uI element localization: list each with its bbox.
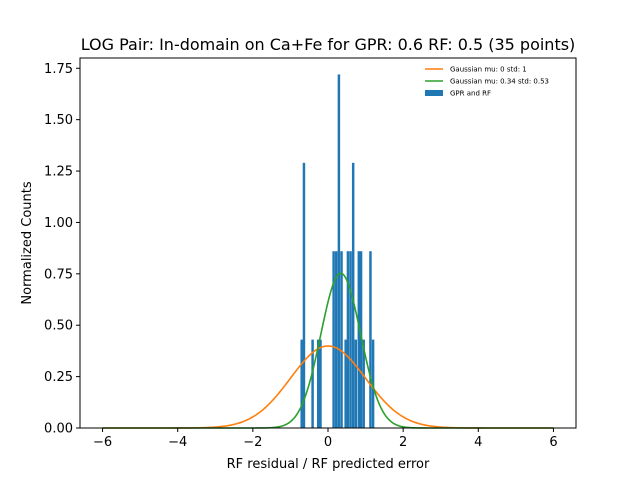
x-tick-label: 0 [324, 435, 332, 450]
histogram-bar [337, 74, 341, 428]
y-tick-label: 1.75 [44, 62, 73, 77]
plot-frame [79, 57, 577, 429]
histogram-bar [349, 251, 352, 428]
y-axis-ticks: 0.00 0.25 0.50 0.75 1.00 1.25 1.50 1.75 [44, 62, 80, 437]
x-tick-label: −6 [93, 435, 112, 450]
x-tick-label: 2 [399, 435, 407, 450]
gaussian-curve-1 [102, 272, 554, 429]
histogram-bar [357, 251, 361, 428]
histogram-bar [346, 251, 350, 428]
histogram-bar [300, 339, 303, 428]
legend-label-0: Gaussian mu: 0 std: 1 [450, 66, 527, 74]
histogram-bar [369, 251, 372, 428]
legend-swatch-histogram [425, 90, 443, 96]
histogram-bar [319, 339, 322, 428]
histogram-bar [316, 339, 320, 428]
chart-legend: Gaussian mu: 0 std: 1 Gaussian mu: 0.34 s… [425, 66, 549, 98]
histogram-bar [351, 162, 355, 429]
x-tick-label: 6 [549, 435, 557, 450]
x-tick-label: −4 [168, 435, 187, 450]
histogram-bar [335, 251, 338, 428]
histogram-bar [344, 339, 347, 428]
histogram-bar [362, 339, 365, 428]
gaussian-curves [102, 272, 554, 429]
y-tick-label: 0.50 [44, 319, 73, 334]
gaussian-curve-0 [102, 345, 554, 429]
legend-label-1: Gaussian mu: 0.34 std: 0.53 [450, 78, 549, 86]
histogram-bar [340, 251, 343, 428]
y-tick-label: 1.50 [44, 113, 73, 128]
histogram-bar [302, 162, 306, 429]
y-axis-label: Normalized Counts [20, 181, 35, 304]
y-tick-label: 0.00 [44, 422, 73, 437]
x-axis-label: RF residual / RF predicted error [227, 457, 430, 472]
y-tick-label: 1.25 [44, 165, 73, 180]
histogram-bar [311, 339, 314, 428]
y-tick-label: 1.00 [44, 216, 73, 231]
y-tick-label: 0.75 [44, 267, 73, 282]
histogram-bar [332, 251, 335, 428]
y-tick-label: 0.25 [44, 370, 73, 385]
x-tick-label: −2 [243, 435, 262, 450]
x-axis-ticks: −6 −4 −2 0 2 4 6 [93, 428, 558, 450]
histogram-bar [354, 339, 358, 428]
legend-label-histogram: GPR and RF [450, 90, 491, 98]
chart-title: LOG Pair: In-domain on Ca+Fe for GPR: 0.… [81, 35, 576, 54]
x-tick-label: 4 [474, 435, 482, 450]
